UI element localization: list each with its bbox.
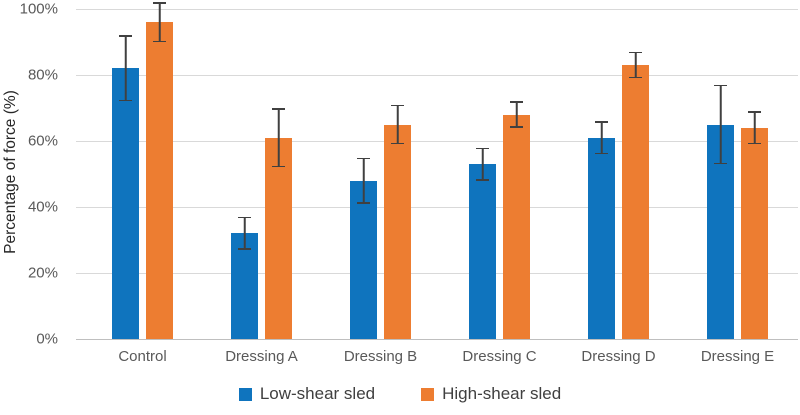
- y-tick-label: 100%: [19, 0, 58, 18]
- error-bar-cap-bottom: [629, 76, 642, 79]
- x-axis-line: [76, 338, 798, 340]
- error-bar: [476, 147, 489, 181]
- error-bar: [595, 121, 608, 155]
- error-bar-cap-bottom: [476, 179, 489, 181]
- error-bar-cap-bottom: [153, 40, 166, 42]
- legend-item-high-shear-sled: High-shear sled: [421, 384, 561, 404]
- bar-group-dressing-d: [559, 0, 678, 339]
- error-bar: [629, 51, 642, 79]
- error-bar-cap-bottom: [272, 165, 285, 168]
- error-bar: [391, 104, 404, 145]
- x-tick-label-dressing-c: Dressing C: [462, 348, 537, 365]
- error-bar: [238, 216, 251, 250]
- legend: Low-shear sled High-shear sled: [0, 384, 800, 404]
- error-bar-cap-top: [272, 108, 285, 110]
- y-tick-label: 60%: [27, 132, 58, 150]
- plot-area: 0% 20% 40% 60% 80% 100%: [19, 0, 798, 348]
- legend-swatch-icon: [421, 387, 435, 401]
- error-bar-stem: [396, 104, 399, 145]
- bar-high-shear-sled: [741, 127, 768, 339]
- error-bar-cap-top: [714, 84, 727, 87]
- error-bar-cap-bottom: [357, 202, 370, 204]
- error-bar-cap-top: [476, 147, 489, 150]
- error-bar: [272, 108, 285, 168]
- error-bar: [153, 2, 166, 42]
- error-bar-stem: [124, 35, 127, 102]
- bar-group-dressing-b: [321, 0, 440, 339]
- gridline: [76, 140, 798, 142]
- error-bar-cap-bottom: [391, 142, 404, 145]
- legend-label: Low-shear sled: [259, 384, 376, 403]
- bar-group-dressing-c: [440, 0, 559, 339]
- x-tick-label-dressing-d: Dressing D: [581, 348, 656, 365]
- legend-label: High-shear sled: [442, 384, 562, 403]
- error-bar-cap-bottom: [748, 142, 761, 145]
- x-tick-label-dressing-e: Dressing E: [700, 348, 775, 365]
- legend-swatch-icon: [238, 387, 252, 401]
- gridline: [76, 272, 798, 274]
- error-bar-cap-top: [595, 121, 608, 123]
- bar-low-shear-sled: [588, 137, 615, 339]
- error-bar-cap-bottom: [714, 162, 727, 165]
- x-tick-label-dressing-b: Dressing B: [343, 348, 418, 365]
- y-tick-label: 80%: [27, 66, 58, 84]
- x-tick-label-control: Control: [118, 348, 167, 365]
- bar-high-shear-sled: [265, 137, 292, 339]
- error-bar: [357, 157, 370, 204]
- bar-group-dressing-e: [678, 0, 797, 339]
- error-bar: [748, 111, 761, 145]
- error-bar: [714, 84, 727, 165]
- error-bar-cap-top: [510, 101, 523, 103]
- bar-low-shear-sled: [469, 164, 496, 339]
- bar-high-shear-sled: [146, 22, 173, 339]
- bar-group-dressing-a: [202, 0, 321, 339]
- error-bar-stem: [243, 216, 246, 250]
- error-bar-cap-top: [391, 104, 404, 107]
- bar-low-shear-sled: [350, 180, 377, 339]
- bar-low-shear-sled: [112, 68, 139, 339]
- error-bar-stem: [158, 2, 161, 42]
- gridline: [76, 8, 798, 10]
- bar-high-shear-sled: [622, 65, 649, 339]
- error-bar-cap-bottom: [238, 248, 251, 250]
- error-bar-cap-top: [119, 35, 132, 37]
- error-bar-stem: [753, 111, 756, 145]
- y-tick-label: 20%: [27, 264, 58, 282]
- error-bar-stem: [277, 108, 280, 168]
- y-tick-label: 40%: [27, 198, 58, 216]
- error-bar-stem: [362, 157, 365, 204]
- error-bar-stem: [515, 101, 518, 128]
- error-bar-cap-top: [748, 111, 761, 113]
- error-bar-cap-top: [629, 51, 642, 54]
- error-bar-cap-bottom: [119, 99, 132, 102]
- error-bar-stem: [600, 121, 603, 155]
- error-bar-stem: [719, 84, 722, 165]
- error-bar-cap-top: [238, 216, 251, 219]
- error-bar-stem: [634, 51, 637, 79]
- gridline: [76, 74, 798, 76]
- bar-group-control: [83, 0, 202, 339]
- error-bar-stem: [481, 147, 484, 181]
- bar-low-shear-sled: [231, 233, 258, 339]
- gridline: [76, 206, 798, 208]
- legend-item-low-shear-sled: Low-shear sled: [238, 384, 376, 404]
- error-bar-cap-top: [153, 2, 166, 4]
- bar-high-shear-sled: [384, 124, 411, 339]
- error-bar: [119, 35, 132, 102]
- error-bar-cap-bottom: [510, 126, 523, 128]
- error-bar: [510, 101, 523, 128]
- bar-high-shear-sled: [503, 114, 530, 339]
- error-bar-cap-bottom: [595, 152, 608, 155]
- x-tick-label-dressing-a: Dressing A: [225, 348, 298, 365]
- error-bar-cap-top: [357, 157, 370, 160]
- y-tick-label: 0%: [36, 330, 58, 348]
